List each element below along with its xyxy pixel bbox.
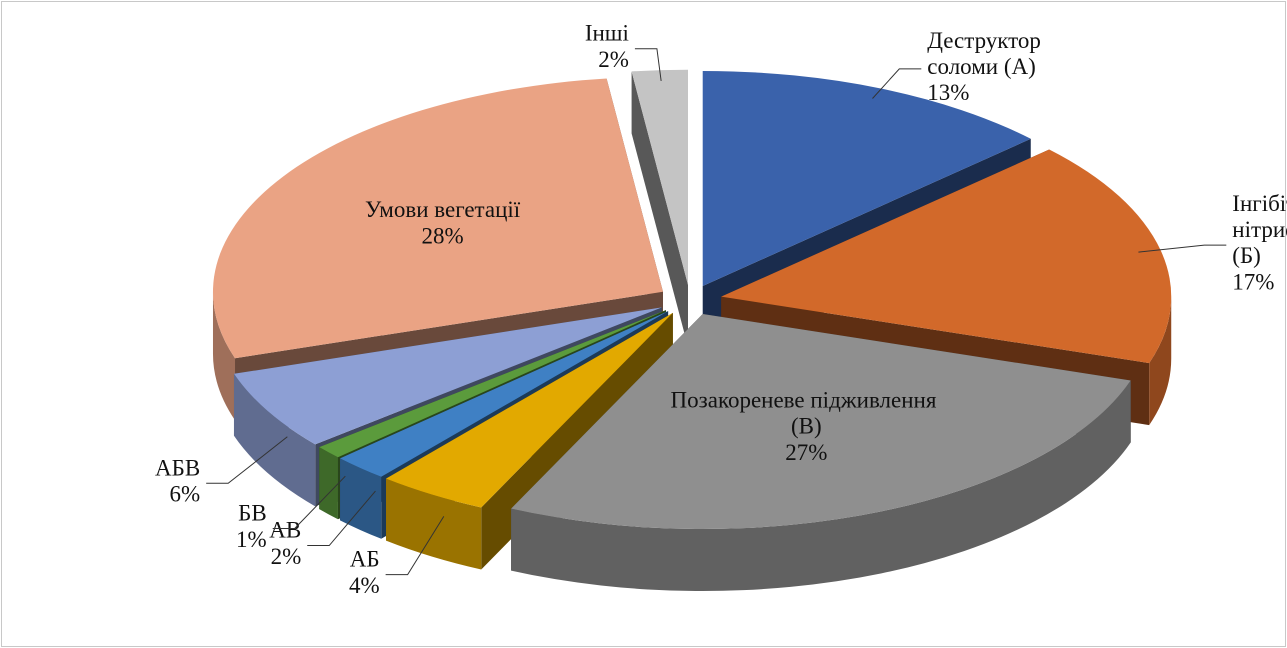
slice-top [702, 70, 1031, 286]
label-line: соломи (А) [927, 54, 1035, 79]
slice-side [319, 447, 338, 520]
slice-side [212, 291, 236, 421]
value-label: 27% [785, 440, 827, 465]
label-line: АВ [269, 518, 301, 543]
category-label: Інші [585, 21, 629, 46]
category-label: АБВ [155, 456, 200, 481]
slice [631, 69, 688, 347]
label-line: Позакореневе підживлення [671, 388, 943, 413]
leader-line [272, 475, 346, 530]
leader-line [307, 490, 376, 547]
value-label: 28% [422, 223, 464, 248]
slice-side [233, 373, 316, 507]
label-line: Умови вегетації [365, 197, 521, 222]
category-label: БВ [238, 501, 267, 526]
category-label: Позакореневе підживлення (В) [671, 388, 943, 439]
slice [511, 314, 1131, 592]
slice-top [319, 310, 666, 458]
leader-line [385, 516, 445, 576]
label-line: нітрифікації [1232, 217, 1287, 242]
slice-side [386, 478, 482, 570]
slice-top [233, 307, 662, 445]
category-label: Умови вегетації [365, 197, 521, 222]
slice-top [631, 69, 688, 285]
label-line: Деструктор [927, 28, 1046, 53]
value-label: 2% [598, 47, 629, 72]
category-label: АВ [269, 518, 301, 543]
category-label: АБ [350, 547, 380, 572]
slice-edge [631, 71, 688, 347]
label-line: (Б) [1232, 243, 1261, 268]
label-line: (В) [791, 414, 822, 439]
label-line: БВ [238, 501, 267, 526]
slice-side [340, 458, 382, 539]
category-label: Інгібітор нітрифікації (Б) [1232, 191, 1287, 268]
leader-line [1138, 244, 1227, 253]
label-line: Інгібітор [1232, 191, 1287, 216]
slice-top [386, 312, 673, 508]
leader-line [634, 48, 662, 81]
value-label: 2% [271, 544, 302, 569]
value-label: 13% [927, 80, 969, 105]
slice-side [1149, 296, 1172, 426]
label-line: Інші [585, 21, 629, 46]
value-label: 17% [1232, 269, 1274, 294]
slice-top [511, 314, 1131, 530]
value-label: 1% [236, 527, 267, 552]
label-line: АБВ [155, 456, 200, 481]
label-line: АБ [350, 547, 380, 572]
value-label: 4% [349, 573, 380, 598]
category-label: Деструктор соломи (А) [927, 28, 1046, 79]
leader-line [206, 436, 288, 484]
leader-line [872, 68, 922, 99]
slice-top [340, 311, 669, 477]
slice-side [511, 380, 1131, 592]
slice-top [212, 78, 663, 359]
value-label: 6% [170, 482, 201, 507]
slice-top [721, 149, 1172, 364]
